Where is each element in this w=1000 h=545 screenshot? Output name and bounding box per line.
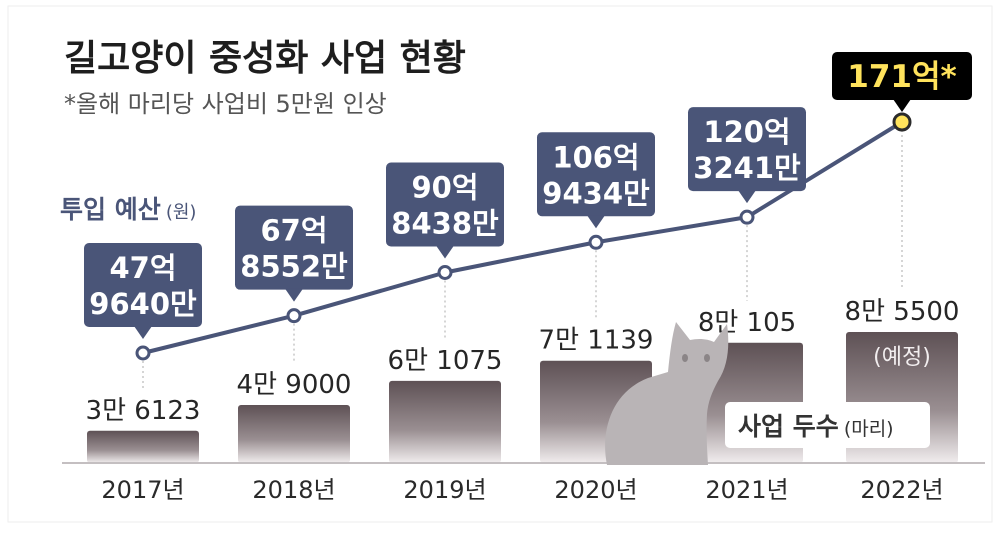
line-layer: [135, 112, 912, 361]
callout-label: 106억: [552, 140, 639, 174]
highlight-callout-box: [832, 52, 972, 100]
callout-label: 67억: [260, 214, 327, 248]
cat-illustration: [605, 322, 729, 465]
bar-value-label: 8만 105: [698, 308, 796, 338]
callout-label: 9434만: [542, 176, 650, 210]
bar-legend-name: 사업 두수: [738, 412, 839, 441]
bar-value-label: 7만 1139: [539, 326, 654, 356]
callout-label: 9640만: [89, 287, 197, 321]
callout-label: 90억: [411, 170, 478, 204]
category-label: 2022년: [860, 476, 943, 504]
line-point: [739, 209, 755, 225]
category-label: 2021년: [705, 476, 788, 504]
callout-box: [537, 132, 655, 217]
callout-box: [688, 107, 806, 192]
line-legend-name: 투입 예산: [60, 195, 161, 224]
bar-value-label: 4만 9000: [237, 370, 352, 400]
callout-pointer: [285, 288, 303, 302]
line-point: [286, 308, 302, 324]
callout-box: [84, 243, 202, 327]
line-legend-unit: (원): [166, 202, 197, 223]
callout-pointer: [893, 99, 911, 112]
chart-title: 길고양이 중성화 사업 현황: [64, 38, 466, 79]
budget-line: [142, 120, 904, 355]
category-label: 2018년: [252, 476, 335, 504]
line-point: [588, 234, 604, 250]
callout-pointer: [134, 326, 152, 339]
chart-subtitle: *올해 마리당 사업비 5만원 인상: [64, 90, 387, 118]
callout-label: 171억*: [847, 59, 956, 95]
bar-legend-unit: (마리): [844, 418, 894, 440]
line-point: [892, 112, 912, 132]
category-label: 2019년: [403, 476, 486, 504]
bar-note: (예정): [873, 345, 931, 370]
bar-legend: 사업 두수 (마리): [738, 412, 894, 441]
bar: [389, 380, 501, 463]
callout-label: 8552만: [240, 250, 348, 284]
bar-value-label: 8만 5500: [845, 297, 960, 327]
callout-label: 120억: [703, 115, 790, 149]
line-legend: 투입 예산 (원): [60, 195, 196, 224]
bar-value-label: 3만 6123: [86, 396, 201, 426]
category-labels: 2017년 2018년 2019년 2020년 2021년 2022년: [101, 476, 943, 504]
callout-label: 8438만: [391, 206, 499, 240]
bar-value-label: 6만 1075: [388, 346, 503, 376]
callout-box: [386, 162, 504, 247]
line-point: [135, 345, 151, 361]
callout-label: 3241만: [693, 151, 801, 185]
category-label: 2020년: [554, 476, 637, 504]
callout-pointer: [738, 190, 756, 204]
bar-legend-box: [725, 402, 930, 448]
category-label: 2017년: [101, 476, 184, 504]
callout-pointer: [587, 215, 605, 229]
callout-pointer: [436, 245, 454, 259]
guides-layer: [142, 130, 903, 389]
callout-box: [235, 205, 353, 290]
line-point: [437, 264, 453, 280]
callout-label: 47억: [109, 251, 176, 285]
bar: [238, 405, 350, 463]
bar: [87, 430, 199, 463]
